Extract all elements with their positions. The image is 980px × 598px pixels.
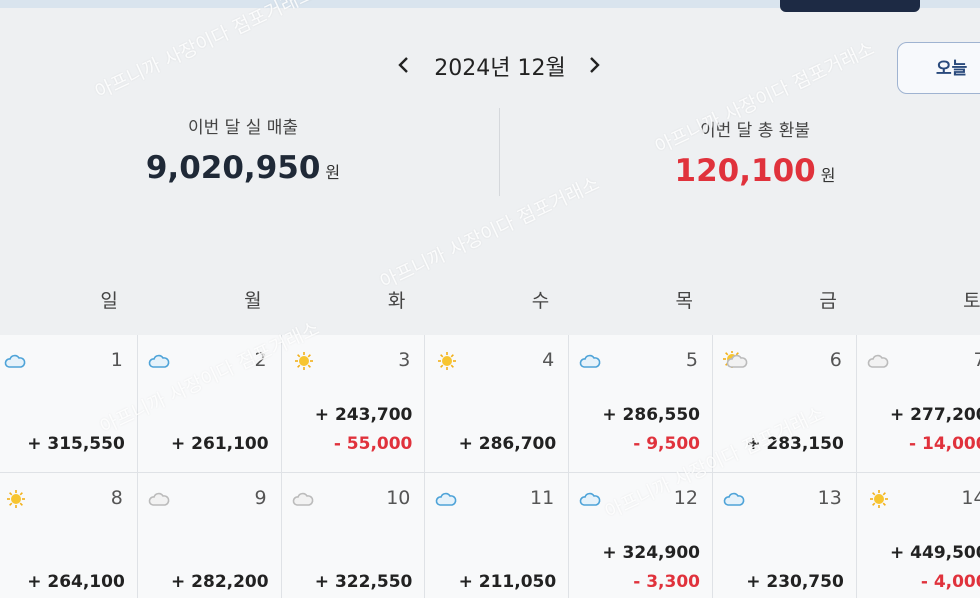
refund-amount: 120,100 (674, 153, 816, 189)
sales-amount: + 264,100 (27, 572, 125, 592)
sales-amount: + 315,550 (27, 434, 125, 454)
day-cell[interactable]: 3 + 243,700 - 55,000 (281, 335, 426, 473)
sales-amount: + 282,200 (171, 572, 269, 592)
day-cell[interactable]: 13 + 230,750 (713, 473, 857, 598)
day-number: 7 (973, 349, 980, 371)
weather-icon (7, 490, 25, 508)
unit: 원 (325, 163, 341, 182)
unit: 원 (820, 166, 836, 185)
weekday: 수 (531, 290, 550, 312)
weather-icon (723, 492, 745, 506)
month-title: 2024년 12월 (434, 56, 566, 81)
refund-amount: - 14,000 (909, 434, 980, 454)
weather-icon (579, 354, 601, 368)
next-month[interactable] (586, 55, 602, 75)
weekday: 월 (244, 290, 262, 312)
sales-amount: + 211,050 (458, 572, 557, 592)
sales-amount: + 277,200 (890, 405, 980, 425)
sales-amount: 9,020,950 (145, 150, 321, 186)
refund-amount: - 55,000 (333, 434, 413, 454)
sales-amount: + 449,500 (890, 543, 980, 563)
weather-icon (579, 492, 601, 506)
day-cell[interactable]: 11 + 211,050 (425, 473, 570, 598)
day-number: 6 (829, 349, 842, 371)
day-cell[interactable]: 8 + 264,100 (0, 473, 138, 598)
weather-icon (4, 354, 26, 368)
sales-amount: + 324,900 (602, 543, 700, 563)
top-image (780, 0, 920, 12)
day-number: 11 (530, 487, 555, 509)
refund-label: 이번 달 총 환불 (699, 121, 811, 141)
weekday: 토 (963, 290, 980, 312)
day-cell[interactable]: 2 + 261,100 (137, 335, 282, 473)
weather-icon (148, 492, 170, 506)
sales-total: 9,020,950 원 (93, 150, 393, 186)
today-button[interactable]: 오늘 (897, 42, 980, 94)
day-cell[interactable]: 1 + 315,550 (0, 335, 138, 473)
weather-icon (294, 352, 313, 370)
day-cell[interactable]: 5 + 286,550 - 9,500 (569, 335, 713, 473)
day-number: 13 (817, 487, 842, 509)
weekday: 목 (675, 290, 693, 312)
weather-icon (869, 490, 888, 508)
refund-amount: - 3,300 (633, 572, 700, 592)
sales-amount: + 230,750 (746, 572, 844, 592)
weekday: 금 (819, 290, 837, 312)
day-cell[interactable]: 6 + 283,150 (713, 335, 857, 473)
day-cell[interactable]: 10 + 322,550 (281, 473, 426, 598)
sales-amount: + 286,700 (458, 434, 557, 454)
weather-icon (867, 354, 889, 368)
day-cell[interactable]: 9 + 282,200 (137, 473, 282, 598)
day-number: 3 (398, 349, 411, 371)
weather-icon (438, 352, 457, 370)
refund-total: 120,100 원 (605, 153, 905, 189)
sales-amount: + 261,100 (171, 434, 269, 454)
refund-amount: - 4,000 (920, 572, 980, 592)
weather-icon (148, 354, 170, 368)
sales-label: 이번 달 실 매출 (187, 118, 299, 138)
day-number: 10 (386, 487, 411, 509)
top-band (0, 0, 980, 8)
prev-month[interactable] (396, 55, 412, 75)
sales-amount: + 243,700 (314, 405, 413, 425)
weather-icon (723, 351, 748, 368)
divider (499, 108, 500, 196)
day-number: 4 (542, 349, 555, 371)
day-number: 8 (110, 487, 123, 509)
weather-icon (292, 492, 313, 506)
day-cell[interactable]: 7 + 277,200 - 14,000 (856, 335, 980, 473)
refund-amount: - 9,500 (633, 434, 700, 454)
sales-amount: + 286,550 (602, 405, 700, 425)
day-number: 12 (673, 487, 698, 509)
weekday: 화 (387, 290, 406, 312)
day-number: 5 (685, 349, 698, 371)
sales-amount: + 322,550 (314, 572, 413, 592)
weekday: 일 (100, 290, 118, 312)
day-number: 14 (961, 487, 980, 509)
day-number: 2 (254, 349, 267, 371)
sales-amount: + 283,150 (746, 434, 844, 454)
weather-icon (436, 492, 457, 506)
day-cell[interactable]: 14 + 449,500 - 4,000 (856, 473, 980, 598)
day-cell[interactable]: 12 + 324,900 - 3,300 (569, 473, 713, 598)
day-number: 9 (254, 487, 267, 509)
day-cell[interactable]: 4 + 286,700 (425, 335, 570, 473)
day-number: 1 (110, 349, 123, 371)
